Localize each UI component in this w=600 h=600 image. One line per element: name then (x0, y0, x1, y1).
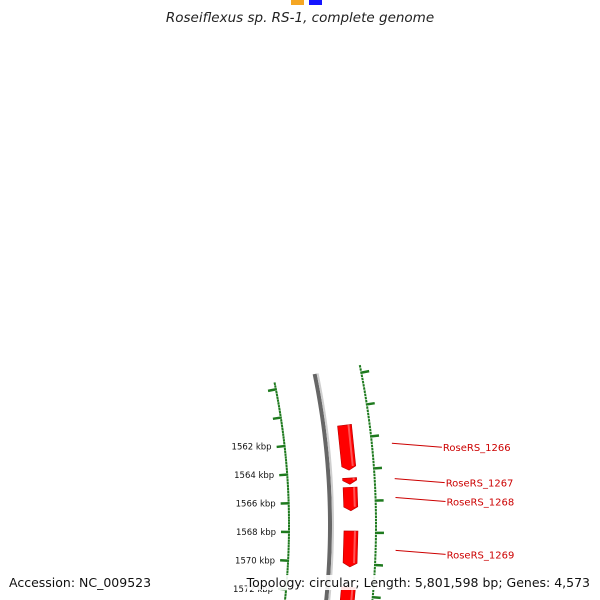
major-tick (267, 387, 278, 393)
tick-ring: 1562 kbp 1564 kbp 1566 kbp 1568 kbp 1570 kbp… (232, 364, 384, 600)
gene-label[interactable]: RoseRS_1267 (446, 479, 514, 490)
major-tick (371, 595, 381, 600)
axis-tick-label: 1570 kbp (235, 556, 275, 566)
accession-label: Accession: NC_009523 (9, 575, 152, 590)
gene-label-leader (391, 442, 442, 448)
major-tick (276, 444, 286, 449)
gene-fragment-blue (309, 0, 322, 5)
major-tick (279, 473, 289, 477)
axis-tick-label: 1568 kbp (236, 528, 276, 538)
gene-arrow[interactable] (337, 423, 357, 471)
axis-tick-label: 1566 kbp (236, 499, 276, 509)
backbone (312, 373, 335, 600)
gene-track (291, 0, 359, 600)
gene-fragment-orange (291, 0, 304, 5)
gene-label[interactable]: RoseRS_1268 (447, 498, 515, 509)
axis-tick-label: 1562 kbp (232, 443, 272, 453)
gene-label[interactable]: RoseRS_1269 (447, 550, 515, 561)
major-tick (360, 369, 370, 375)
gene-arrow[interactable] (342, 477, 358, 485)
gene-arrow[interactable] (342, 530, 359, 568)
gene-label-leader (395, 497, 446, 502)
gene-arrow[interactable] (342, 486, 359, 512)
major-tick (365, 401, 375, 406)
genome-summary: Topology: circular; Length: 5,801,598 bp… (246, 575, 590, 590)
map-title: Roseiflexus sp. RS-1, complete genome (165, 10, 435, 26)
major-tick (372, 466, 383, 470)
gene-label-leader (395, 549, 446, 555)
major-tick (272, 416, 282, 421)
gene-labels: RoseRS_1266 RoseRS_1267 RoseRS_1268 RoseRS_… (391, 442, 515, 561)
gene-label[interactable]: RoseRS_1266 (443, 443, 511, 454)
gene-label-leader (394, 478, 445, 484)
axis-tick-label: 1564 kbp (234, 471, 274, 481)
major-tick (369, 434, 380, 438)
